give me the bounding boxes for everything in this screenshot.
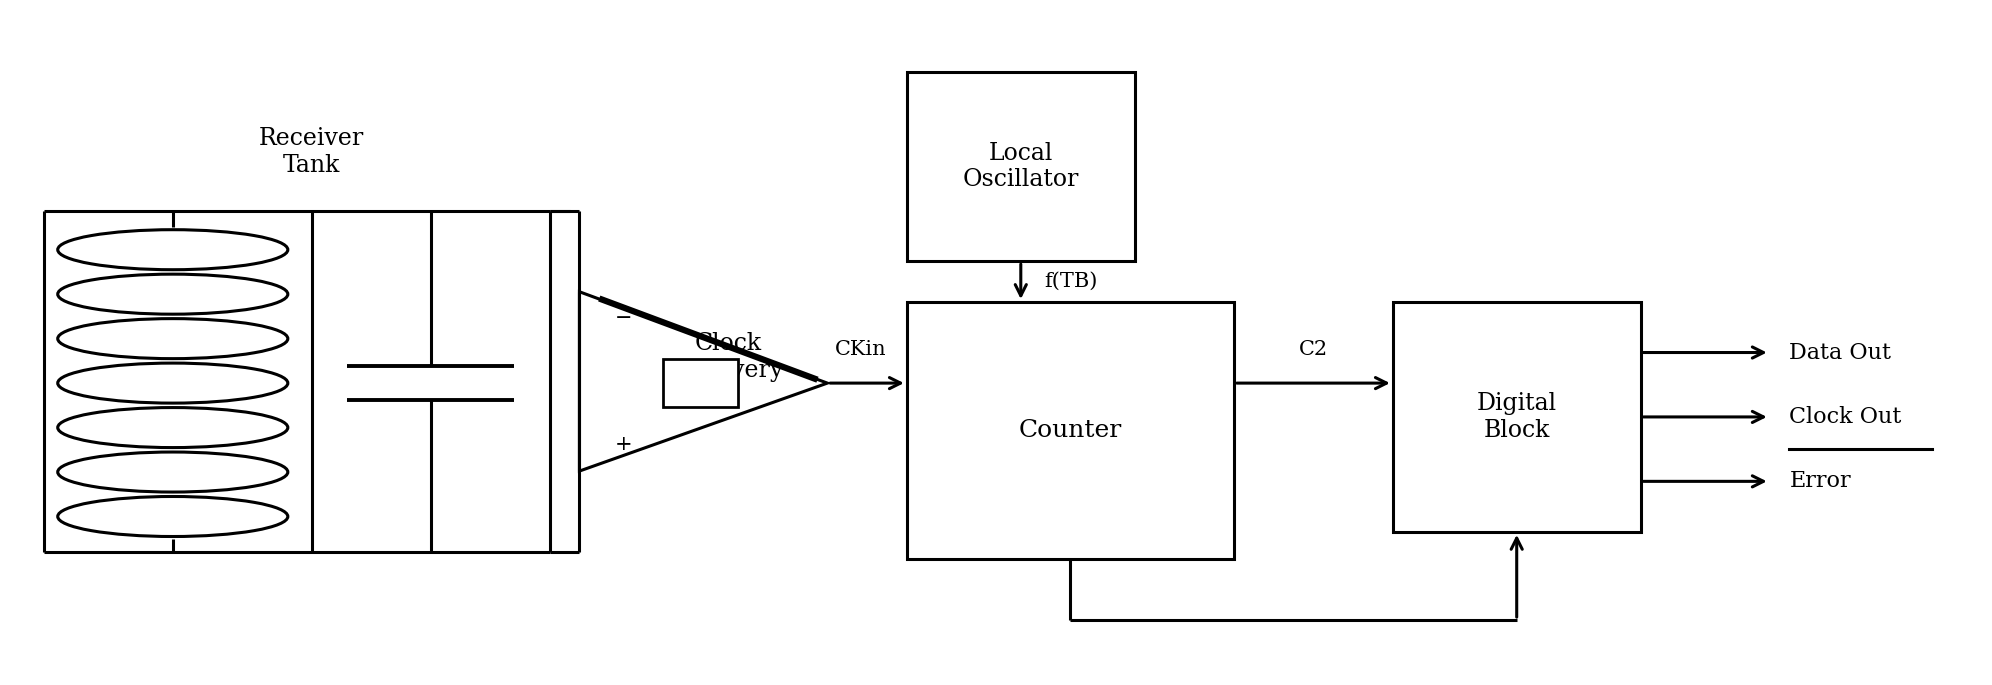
Ellipse shape [58,363,287,403]
FancyBboxPatch shape [663,360,739,407]
Text: Clock Out: Clock Out [1789,406,1902,428]
Text: f(TB): f(TB) [1044,272,1098,291]
Ellipse shape [58,452,287,492]
Text: CKin: CKin [835,340,886,360]
FancyBboxPatch shape [906,72,1135,261]
Text: Error: Error [1789,471,1851,493]
Text: Data Out: Data Out [1789,342,1892,364]
FancyBboxPatch shape [1392,302,1641,532]
Text: −: − [614,310,631,328]
Ellipse shape [58,274,287,314]
Ellipse shape [58,319,287,359]
Ellipse shape [58,229,287,270]
Text: Receiver
Tank: Receiver Tank [259,127,365,177]
Text: Digital
Block: Digital Block [1476,392,1558,442]
Ellipse shape [58,497,287,536]
Text: C2: C2 [1299,340,1329,360]
Ellipse shape [58,408,287,447]
Text: Clock
Recovery: Clock Recovery [673,332,785,382]
Text: Local
Oscillator: Local Oscillator [962,142,1080,191]
Text: +: + [614,434,631,453]
Text: Counter: Counter [1018,419,1121,442]
FancyBboxPatch shape [906,302,1233,559]
